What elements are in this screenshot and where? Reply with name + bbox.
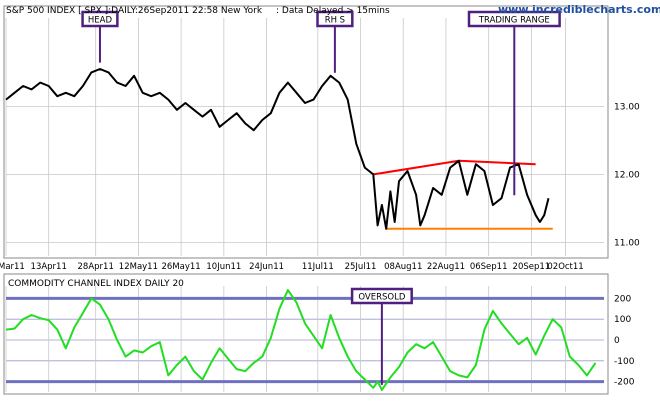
price-series [5, 68, 550, 230]
price-grid [5, 18, 604, 256]
trendlines [373, 159, 553, 230]
price-panel-frame [3, 5, 609, 259]
cci-series [5, 289, 597, 391]
x-tick-labels: 30Mar11 13Apr11 28Apr11 12May11 26May11 10Jun… [0, 262, 584, 272]
x-tick-label: 30Mar11 [0, 262, 25, 272]
x-tick-label: 02Oct11 [547, 262, 583, 272]
annotation-rh-s-box [316, 10, 354, 28]
x-tick-label: 13Apr11 [31, 262, 67, 272]
cci-bands [6, 296, 604, 384]
x-tick-label: 26May11 [162, 262, 201, 272]
price-y-tick-label: 12.00 [614, 170, 640, 180]
x-tick-label: 11Jul11 [302, 262, 334, 272]
x-tick-label: 20Sep11 [513, 262, 551, 272]
cci-title: COMMODITY CHANNEL INDEX DAILY 20 [8, 279, 184, 289]
price-y-tick-label: 11.00 [614, 238, 640, 248]
cci-y-tick-label: -200 [614, 378, 635, 388]
cci-y-tick-label: 200 [614, 294, 631, 304]
annotation-rh-s-label: RH S [325, 16, 345, 26]
x-tick-label: 22Aug11 [427, 262, 465, 272]
annotation-trading-range-label: TRADING RANGE [478, 16, 550, 26]
cci-line [5, 289, 597, 391]
x-tick-label: 28Apr11 [78, 262, 114, 272]
x-tick-label: 08Aug11 [384, 262, 422, 272]
price-y-ticks: 11.00 12.00 13.00 [614, 102, 640, 248]
cci-y-tick-label: -100 [614, 357, 635, 367]
x-tick-label: 24Jun11 [249, 262, 284, 272]
cci-y-tick-label: 0 [614, 336, 620, 346]
watermark: www.incrediblecharts.com [498, 3, 660, 16]
x-tick-label: 10Jun11 [206, 262, 241, 272]
x-tick-label: 12May11 [119, 262, 158, 272]
price-line [5, 68, 550, 230]
annotations: HEAD RH S TRADING RANGE OVERSOLD [81, 10, 561, 385]
cci-panel-frame [3, 273, 609, 395]
annotation-oversold-label: OVERSOLD [358, 293, 405, 303]
cci-y-tick-label: 100 [614, 315, 631, 325]
x-tick-label: 06Sep11 [470, 262, 508, 272]
annotation-oversold-box [350, 287, 413, 305]
x-tick-label: 25Jul11 [345, 262, 377, 272]
price-y-tick-label: 13.00 [614, 102, 640, 112]
cci-y-ticks: -200 -100 0 100 200 [614, 294, 635, 387]
annotation-head-box [81, 10, 119, 28]
annotation-head-label: HEAD [88, 16, 113, 26]
annotation-trading-range-box [467, 10, 561, 28]
chart-title: S&P 500 INDEX [ SPX ]:DAILY:26Sep2011 22… [6, 6, 263, 16]
data-delay-note: : Data Delayed > 15mins [276, 6, 390, 16]
